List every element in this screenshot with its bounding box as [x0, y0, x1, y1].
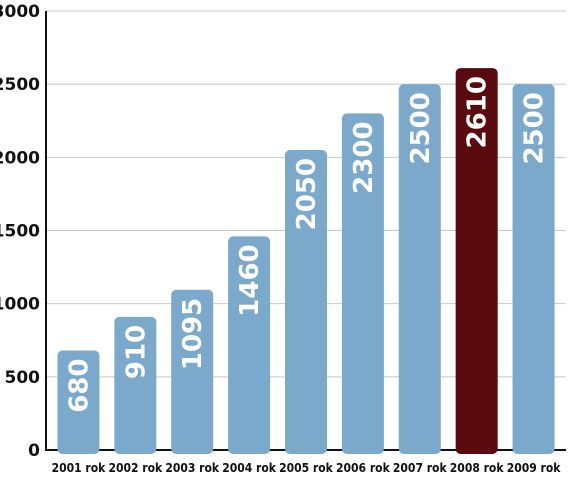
- x-tick-label: 2002 rok: [108, 461, 163, 475]
- data-label: 2500: [520, 92, 550, 164]
- data-label: 2500: [406, 92, 436, 164]
- data-label: 1095: [178, 298, 208, 370]
- bar: [341, 113, 384, 454]
- data-label: 2050: [292, 158, 322, 230]
- y-tick-label: 500: [5, 368, 41, 388]
- data-label: 680: [64, 358, 94, 412]
- x-tick-label: 2007 rok: [393, 461, 448, 475]
- bars: 680 910 1095 1460 2050 2300 2500 2610 2500: [57, 68, 555, 455]
- y-tick-label: 1500: [0, 222, 40, 242]
- data-label: 2300: [349, 121, 379, 193]
- x-tick-label: 2001 rok: [52, 461, 107, 475]
- x-tick-label: 2005 rok: [279, 461, 334, 475]
- x-tick-label: 2004 rok: [222, 461, 277, 475]
- y-tick-label: 2500: [0, 75, 40, 95]
- bar: [512, 84, 555, 455]
- x-tick-label: 2009 rok: [507, 461, 562, 475]
- y-tick-label: 2000: [0, 148, 40, 168]
- bar: [171, 289, 214, 454]
- bar: [398, 84, 441, 455]
- bar: [114, 316, 157, 454]
- x-tick-label: 2003 rok: [165, 461, 220, 475]
- y-tick-label: 3000: [0, 2, 40, 22]
- x-tick-label: 2008 rok: [450, 461, 505, 475]
- bar: [285, 150, 327, 454]
- x-tick-labels: 2001 rok 2002 rok 2003 rok 2004 rok 2005 rok…: [52, 461, 562, 475]
- y-tick-labels: 0 500 1000 1500 2000 2500 3000: [0, 2, 40, 461]
- data-label: 910: [121, 325, 151, 379]
- y-tick-label: 0: [28, 441, 40, 461]
- bar: [57, 350, 100, 454]
- x-tick-label: 2006 rok: [336, 461, 391, 475]
- bar: [228, 236, 271, 454]
- data-label: 1460: [235, 244, 265, 316]
- data-label: 2610: [463, 76, 493, 148]
- bar: [455, 68, 498, 454]
- y-tick-label: 1000: [0, 295, 40, 315]
